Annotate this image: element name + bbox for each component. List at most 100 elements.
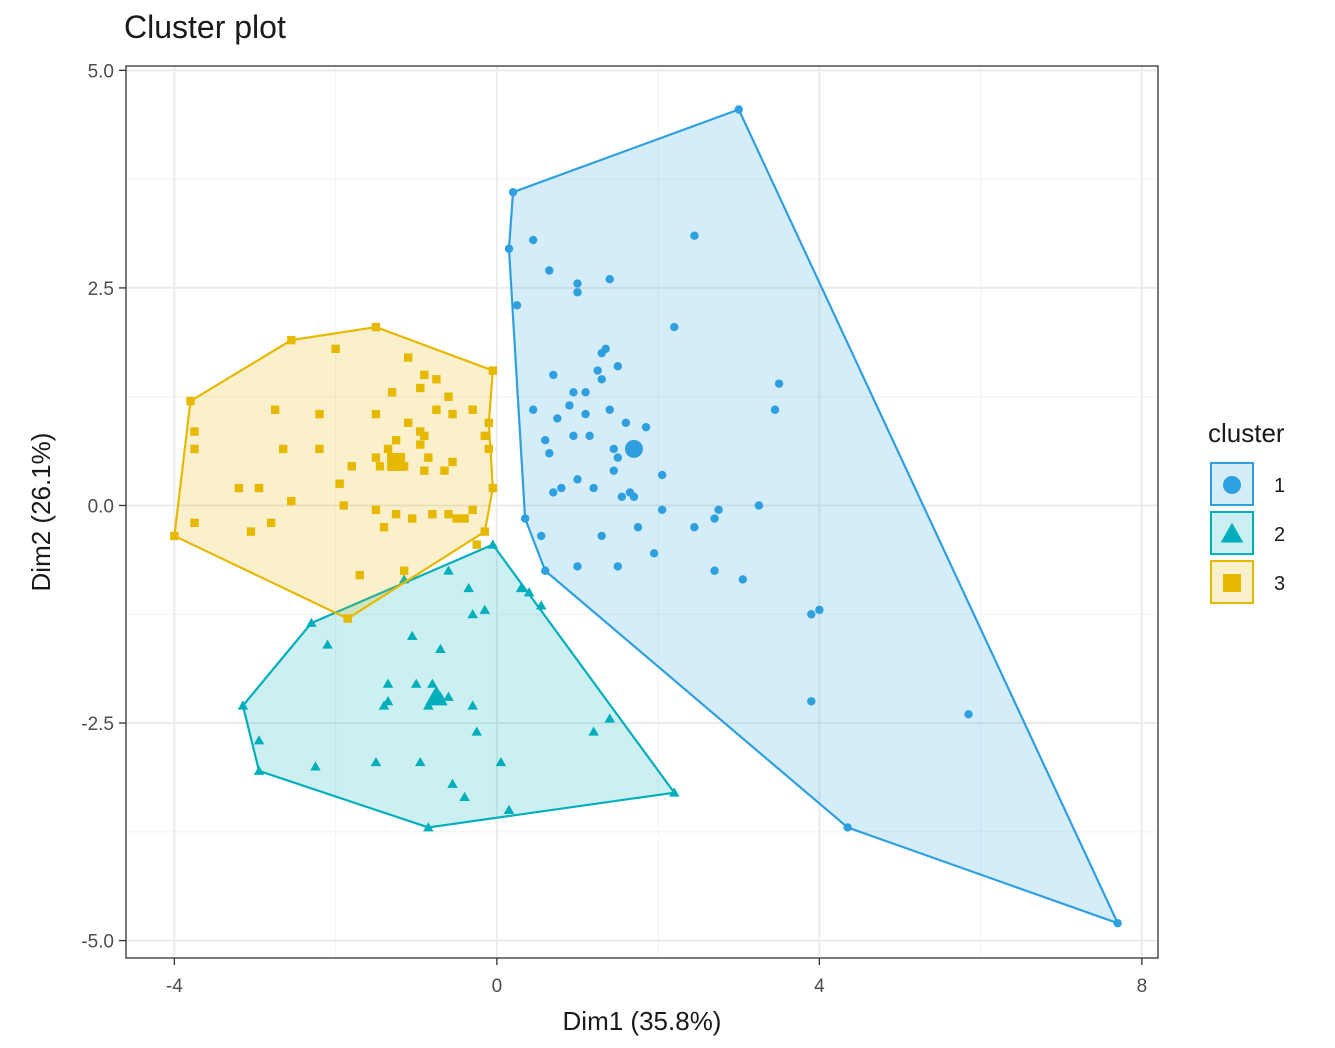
cluster-3-point xyxy=(480,431,489,441)
cluster-3-point xyxy=(424,453,433,462)
cluster-1-point xyxy=(593,366,602,375)
cluster-1-point xyxy=(710,566,719,575)
cluster-1-point xyxy=(545,266,554,275)
cluster-3-point xyxy=(254,483,264,493)
cluster-1-point xyxy=(613,362,623,371)
grid-lines xyxy=(126,66,1158,958)
cluster-1-point xyxy=(609,466,618,475)
cluster-3-point xyxy=(432,405,441,414)
cluster-1-point xyxy=(528,235,538,245)
cluster-1-point xyxy=(581,388,590,397)
cluster-2-point xyxy=(310,761,321,771)
y-tick-label: -2.5 xyxy=(81,714,114,735)
cluster-3-point xyxy=(387,388,397,397)
cluster-3-point xyxy=(472,540,481,549)
cluster-2-point xyxy=(503,804,515,814)
cluster-1-point xyxy=(807,610,816,619)
cluster-2-point xyxy=(487,539,499,549)
cluster-1-point xyxy=(738,575,747,584)
cluster-3-point xyxy=(444,509,453,519)
cluster-1-point xyxy=(641,422,651,432)
cluster-1-point xyxy=(573,562,582,571)
legend: cluster 1 2 3 xyxy=(1208,418,1285,604)
cluster-2-point xyxy=(523,587,535,597)
cluster-2-point xyxy=(495,756,507,767)
cluster-2-point xyxy=(306,617,317,627)
y-tick-label: 5.0 xyxy=(88,61,114,82)
x-tick-label: 0 xyxy=(492,976,503,997)
cluster-2-point xyxy=(382,678,394,688)
legend-key-marker xyxy=(1223,476,1241,494)
cluster-3-point xyxy=(270,405,280,414)
cluster-2-point xyxy=(463,582,474,593)
cluster-1-point xyxy=(690,523,699,532)
cluster-2-point xyxy=(471,726,482,736)
cluster-1-point xyxy=(508,187,518,197)
cluster-3-point xyxy=(432,375,441,384)
cluster-2-centroid xyxy=(425,685,448,706)
cluster-3-point xyxy=(347,462,356,471)
cluster-3-point xyxy=(371,409,381,419)
x-tick-label: 8 xyxy=(1137,976,1148,997)
cluster-1-point xyxy=(569,431,578,441)
cluster-3-point xyxy=(331,344,340,354)
cluster-2-point xyxy=(427,678,438,688)
cluster-3-point xyxy=(383,444,393,454)
cluster-1-point xyxy=(573,288,582,297)
cluster-1-point xyxy=(545,449,554,458)
y-tick-label: 0.0 xyxy=(88,496,114,517)
cluster-2-point xyxy=(515,582,527,593)
cluster-1-point xyxy=(734,105,743,114)
cluster-2-point xyxy=(415,756,426,767)
legend-key-1: 1 xyxy=(1210,462,1285,506)
cluster-layers xyxy=(170,105,1122,928)
cluster-3-point xyxy=(391,436,401,445)
legend-label: 1 xyxy=(1274,475,1285,497)
cluster-3-point xyxy=(287,496,296,506)
cluster-3-point xyxy=(339,501,348,510)
cluster-1-point xyxy=(585,431,594,441)
cluster-3-point xyxy=(403,353,413,362)
cluster-2-point xyxy=(423,822,434,832)
legend-key-marker xyxy=(1220,522,1244,543)
cluster-2-point xyxy=(447,778,458,788)
cluster-3-group xyxy=(170,322,498,623)
cluster-3-point xyxy=(484,418,494,427)
cluster-1-point xyxy=(629,492,639,501)
cluster-1-point xyxy=(605,405,614,414)
cluster-3-point xyxy=(488,483,498,493)
cluster-3-point xyxy=(416,427,425,436)
cluster-3-point xyxy=(452,514,461,523)
legend-key-marker xyxy=(1223,574,1241,592)
cluster-1-point xyxy=(605,275,614,284)
legend-key-3: 3 xyxy=(1210,560,1285,604)
cluster-2-point xyxy=(435,643,446,654)
cluster-1-point xyxy=(770,405,780,414)
cluster-1-point xyxy=(843,823,852,832)
cluster-1-centroid xyxy=(624,439,643,458)
cluster-3-point xyxy=(287,335,296,345)
cluster-3-point xyxy=(335,479,344,488)
cluster-1-point xyxy=(649,549,659,558)
cluster-3-point xyxy=(420,370,429,380)
cluster-1-point xyxy=(528,405,538,414)
cluster-3-point xyxy=(315,409,324,419)
cluster-3-point xyxy=(379,523,389,532)
cluster-3-point xyxy=(246,527,256,536)
cluster-1-point xyxy=(633,523,643,532)
cluster-1-point xyxy=(512,301,522,310)
cluster-1-point xyxy=(710,514,719,523)
cluster-3-centroid xyxy=(387,452,406,471)
cluster-1-point xyxy=(549,370,558,380)
plot-background xyxy=(126,66,1158,958)
cluster-3-point xyxy=(484,444,494,454)
cluster-3-point xyxy=(371,322,381,332)
cluster-1-point xyxy=(557,483,566,493)
cluster-3-hull xyxy=(173,325,494,620)
cluster-3-point xyxy=(408,514,417,523)
cluster-3-point xyxy=(371,453,381,462)
cluster-3-point xyxy=(399,566,409,575)
cluster-2-point xyxy=(479,604,491,614)
cluster-1-point xyxy=(597,531,606,541)
